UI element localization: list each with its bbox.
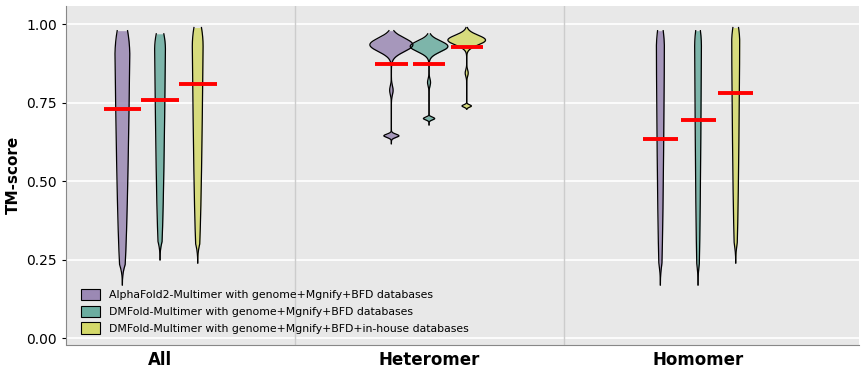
Y-axis label: TM-score: TM-score [5, 136, 21, 214]
Legend: AlphaFold2-Multimer with genome+Mgnify+BFD databases, DMFold-Multimer with genom: AlphaFold2-Multimer with genome+Mgnify+B… [75, 284, 474, 339]
